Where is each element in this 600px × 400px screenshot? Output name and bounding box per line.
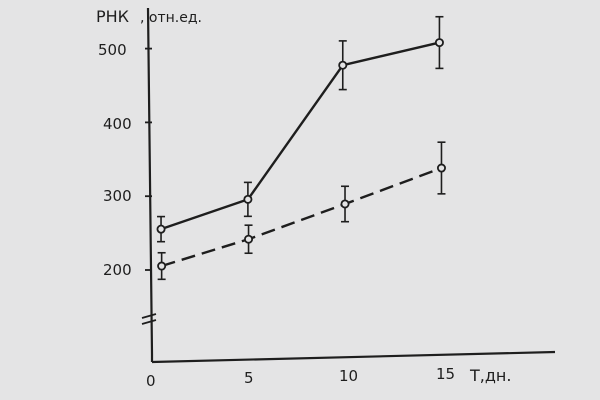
data-point <box>436 163 446 173</box>
data-point <box>340 199 350 209</box>
data-point <box>434 38 444 48</box>
data-point <box>244 234 254 244</box>
y-tick-label: 300 <box>103 187 132 205</box>
series-line-solid <box>160 41 440 231</box>
y-axis <box>146 7 154 362</box>
series-line-dashed <box>161 166 442 268</box>
y-axis-title: РНК <box>96 7 130 26</box>
data-point <box>156 224 166 234</box>
x-tick-label: 0 <box>146 372 156 390</box>
data-point <box>243 194 253 204</box>
y-tick-label: 400 <box>103 115 132 133</box>
x-axis-title: T,дн. <box>469 366 511 385</box>
y-tick-label: 200 <box>103 261 132 279</box>
x-tick-label: 5 <box>244 369 254 387</box>
y-tick-label: 500 <box>98 41 127 59</box>
chart-marks <box>145 15 446 281</box>
x-tick-label: 15 <box>436 365 455 383</box>
y-axis-break <box>141 313 157 325</box>
x-tick-label: 10 <box>339 367 358 385</box>
x-axis <box>151 350 556 364</box>
y-axis-unit: , отн.ед. <box>140 10 202 26</box>
data-point <box>157 261 167 271</box>
data-point <box>338 60 348 70</box>
